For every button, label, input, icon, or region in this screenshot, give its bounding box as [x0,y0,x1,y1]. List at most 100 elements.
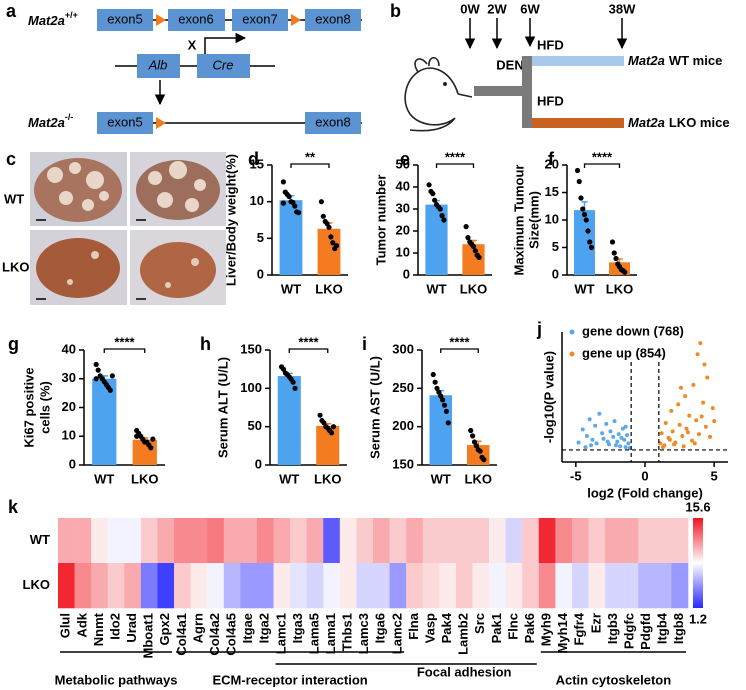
bar [279,200,303,275]
liver [36,238,120,298]
data-point [618,444,623,449]
data-point [611,250,617,256]
y-tick-label: 100 [240,380,262,395]
heatmap-cell [240,563,258,609]
data-point [437,206,443,212]
heatmap-cell [472,563,490,609]
gene-name: Mat2a [628,115,665,130]
data-point [616,432,621,437]
data-point [589,443,594,448]
data-point [588,244,595,251]
column-label: Pdgfd [638,613,653,650]
column-label: Itgae [240,613,255,643]
gene-name: Mat2a [628,53,665,68]
y-tick-label: 40 [396,178,410,193]
data-point [470,243,477,249]
heatmap-cell [422,563,440,609]
heatmap-cell [638,563,656,609]
exon-box [232,9,288,31]
timepoint: 2W [487,1,507,16]
x-axis-label: log2 (Fold change) [587,485,703,500]
heatmap-cell [588,563,606,609]
genotype: +/+ [65,10,78,20]
genotype-label: Mat2a+/+ [28,10,78,28]
y-tick-label: 200 [392,418,414,433]
data-point [430,191,436,197]
heatmap-cell [638,518,656,564]
y-tick-label: 20 [62,399,76,414]
exon-box [168,9,225,31]
heatmap-cell [538,518,556,564]
column-label: Agrn [190,613,205,643]
heatmap-cell [240,518,258,564]
y-tick-label: 10 [545,211,559,226]
heatmap-cell [605,518,622,564]
y-tick-label: 250 [392,380,414,395]
column-label: Mboat1 [141,613,156,659]
exon-label: exon5 [107,11,142,26]
data-point [612,419,617,424]
x-tick-label: LKO [315,281,342,296]
data-point [687,413,692,418]
panel-letter: j [536,319,542,339]
x-tick-label: WT [431,471,451,486]
data-point [280,200,286,206]
data-point [611,434,616,439]
x-tick-label: -5 [570,468,582,483]
data-point [613,255,619,262]
data-point [583,217,589,223]
colorbar-label: 1.2 [689,611,707,626]
column-label: Itga6 [373,613,388,643]
panel-letter: e [400,149,410,169]
heatmap-cell [588,518,606,564]
panel-letter: c [6,149,16,169]
loxp [156,14,166,26]
heatmap-cell [439,563,457,609]
heatmap-cell [58,518,75,564]
lko-bar [532,118,624,128]
data-point [440,397,446,403]
heatmap-cell [406,518,424,564]
data-point [594,441,599,446]
significance-label: ** [305,149,316,164]
heatmap-cell [654,518,672,564]
panel-letter: i [362,334,367,354]
nodules [47,161,206,212]
data-point [472,248,478,254]
y-tick-label: 10 [250,193,264,208]
exon-label: exon7 [242,11,277,26]
column-label: Lama5 [306,613,321,654]
heatmap-cell [207,518,225,564]
bar [425,204,448,275]
panel-letter: f [548,149,555,169]
data-point [578,195,584,201]
column-label: Itga3 [290,613,305,643]
data-point [583,445,588,450]
exon-box [97,112,153,134]
row-label: WT [4,191,24,206]
column-label: Thbs1 [340,613,355,651]
heatmap-cell [223,563,241,609]
significance-label: **** [445,149,466,164]
data-point [701,400,706,405]
data-point [463,224,469,230]
heatmap-cell [107,563,125,609]
group-label: Actin cytoskeleton [556,672,672,687]
y-axis-label: Liver/Body weight(%) [223,154,238,286]
column-label: Lamb2 [456,613,471,655]
heatmap-cell [124,518,142,564]
data-point [280,366,287,372]
data-point [695,352,700,357]
heatmap-cell [621,563,639,609]
data-point [623,445,628,450]
y-tick-label: 20 [396,222,410,237]
heatmap-cell [58,563,75,609]
data-point [694,418,699,423]
heatmap-cell [406,563,424,609]
x-tick-label: WT [426,281,446,296]
column-label: Myh14 [555,612,570,653]
heatmap-cell [472,518,490,564]
y-tick-label: 50 [396,156,410,171]
significance-label: **** [298,334,319,349]
